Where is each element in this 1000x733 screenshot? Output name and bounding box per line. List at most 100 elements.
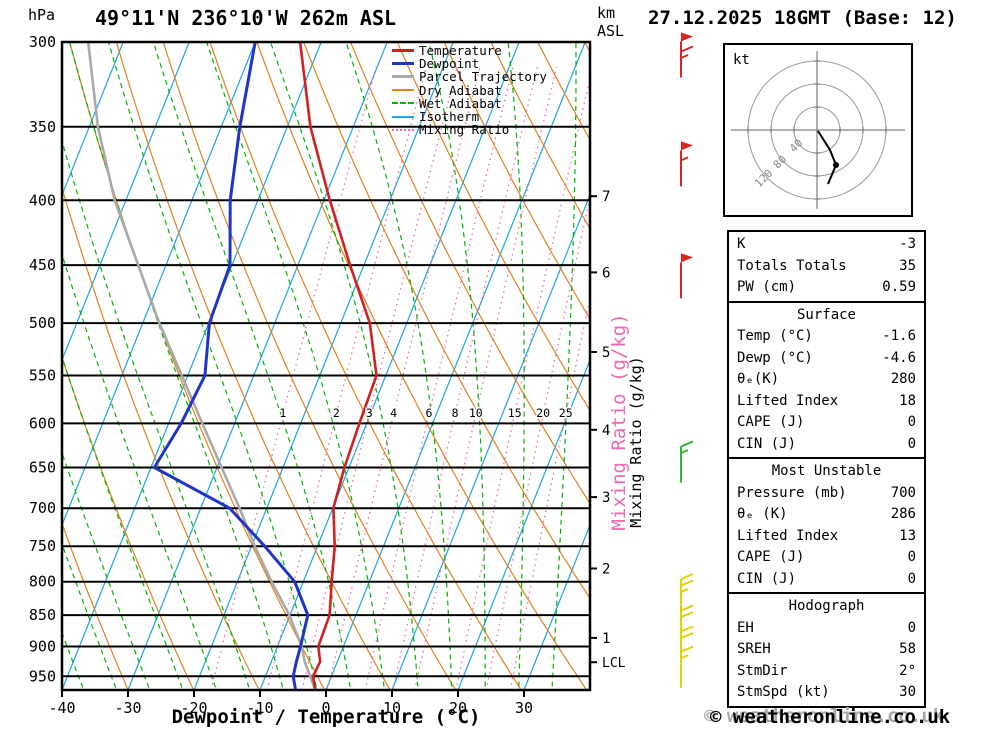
mixing-ratio-value-label: 3: [366, 406, 373, 420]
dry-adiabat-line: [256, 42, 588, 690]
stat-value: 0: [907, 619, 916, 636]
wet-adiabat-line: [428, 42, 486, 690]
stats-row: CIN (J) 0: [729, 569, 924, 591]
copyright-watermark: © weatheronline.co.uk: [704, 705, 945, 727]
legend-item-mixing_ratio: Mixing Ratio: [392, 122, 547, 138]
stats-row: Lifted Index 18: [729, 391, 924, 413]
km-tick-label: 6: [602, 265, 610, 281]
legend-label: Parcel Trajectory: [419, 69, 547, 85]
isotherm-lines: [62, 42, 590, 690]
temperature-profile-line: [298, 42, 378, 690]
pressure-tick-label: 450: [29, 256, 56, 274]
stat-value: 30: [899, 684, 916, 700]
temperature-tick-label: -20: [180, 699, 207, 717]
km-tick-label: 4: [602, 423, 610, 439]
stat-label: Pressure (mb): [737, 484, 847, 501]
dry-adiabat-line: [303, 42, 590, 600]
mixing-ratio-value-label: 10: [469, 406, 483, 420]
pressure-tick-label: 750: [29, 537, 56, 555]
mixing-ratio-line: [210, 66, 377, 690]
stat-value: 0: [907, 435, 916, 452]
stat-label: Totals Totals: [737, 257, 847, 274]
pressure-grid-lines: [62, 42, 590, 678]
legend: Temperature Dewpoint Parcel Trajectory Dry …: [392, 43, 547, 138]
stats-row: Temp (°C) -1.6: [729, 326, 924, 348]
stats-row: StmDir 2°: [729, 661, 924, 683]
wet-adiabat-line: [551, 42, 577, 690]
pressure-tick-label: 700: [29, 499, 56, 517]
mixing-ratio-value-label: 8: [452, 406, 459, 420]
hodograph-trace: [817, 130, 838, 185]
wind-barb: [680, 32, 694, 78]
stat-value: 280: [890, 371, 916, 387]
stat-label: θₑ (K): [737, 506, 788, 522]
stat-value: 2°: [899, 662, 916, 679]
legend-item-dewpoint: Dewpoint: [392, 56, 547, 72]
mixing-ratio-line: [455, 75, 590, 690]
legend-label: Mixing Ratio: [419, 122, 510, 138]
km-axis-unit: km: [597, 4, 616, 22]
wind-barb: [680, 645, 694, 688]
stats-section-header: Most Unstable: [771, 463, 882, 479]
pressure-tick-label: 950: [29, 667, 56, 685]
wind-barbs: [680, 32, 694, 688]
km-tick-label: 7: [602, 189, 610, 205]
stats-row: Lifted Index 13: [729, 526, 924, 548]
wind-barb: [680, 604, 694, 647]
wet-adiabat-line: [62, 138, 251, 690]
mixing-ratio-value-label: 1: [279, 406, 286, 420]
hodograph-ring-label: 120: [752, 167, 775, 190]
temperature-axis: -40 -30 -20 -10 0 10 20 30: [48, 690, 533, 717]
asl-axis-unit: ASL: [597, 22, 625, 40]
isotherm-line: [62, 42, 124, 197]
pressure-axis-unit: hPa: [28, 6, 56, 24]
temperature-tick-label: 20: [449, 699, 467, 717]
legend-label: Dewpoint: [419, 56, 480, 72]
wet-adiabat-line: [62, 451, 151, 690]
dry-adiabat-line: [490, 42, 590, 230]
km-axis: 1 2 3 4 5 6 7 LCL: [590, 189, 626, 671]
mixing-ratio-labels: 1 2 3 4 6 8 10 15 20 25: [278, 405, 574, 422]
stats-section-indices: K -3 Totals Totals 35 PW (cm) 0.59: [729, 232, 924, 301]
isotherm-line: [127, 42, 388, 690]
dewpoint-profile-line: [152, 42, 310, 690]
temperature-tick-label: 10: [383, 699, 401, 717]
legend-label: Dry Adiabat: [419, 82, 502, 98]
stat-label: CAPE (J): [737, 549, 805, 565]
mixing-ratio-lines: [210, 66, 590, 690]
stat-label: CIN (J): [737, 435, 797, 452]
stat-label: Lifted Index: [737, 392, 839, 409]
stat-value: 0: [907, 570, 916, 587]
stats-section-surface: Surface Temp (°C) -1.6 Dewp (°C) -4.6 θₑ(K) 28…: [729, 300, 924, 458]
pressure-tick-label: 800: [29, 573, 56, 591]
stat-label: PW (cm): [737, 279, 797, 295]
wind-barb: [680, 573, 694, 616]
stat-value: 0.59: [882, 279, 916, 295]
mixing-ratio-value-label: 25: [559, 406, 573, 420]
km-tick-label: 2: [602, 562, 610, 578]
pressure-tick-label: 650: [29, 459, 56, 477]
temperature-tick-label: -10: [246, 699, 273, 717]
stat-label: Dewp (°C): [737, 349, 813, 366]
lcl-label: LCL: [602, 656, 626, 671]
stat-value: 35: [899, 257, 916, 274]
indices-table: K -3 Totals Totals 35 PW (cm) 0.59 Surface Temp…: [727, 230, 926, 708]
wet-adiabat-line: [345, 42, 453, 690]
wet-adiabat-line: [269, 42, 419, 690]
stat-label: Lifted Index: [737, 527, 839, 544]
isotherm-line: [457, 358, 590, 690]
wind-barb: [680, 141, 693, 187]
stat-value: 58: [899, 641, 916, 657]
pressure-tick-labels: 300 350 400 450 500 550 600 650 700 750 800 850 900 9…: [29, 33, 56, 685]
temperature-tick-label: 30: [515, 699, 533, 717]
hodograph-ring-label: 80: [771, 153, 790, 172]
mixing-ratio-line: [301, 66, 458, 690]
stats-row: θₑ(K) 280: [729, 369, 924, 391]
dry-adiabat-line: [62, 185, 260, 690]
legend-label: Temperature: [419, 43, 502, 59]
stat-label: StmDir: [737, 662, 788, 679]
stats-row: EH 0: [729, 618, 924, 640]
